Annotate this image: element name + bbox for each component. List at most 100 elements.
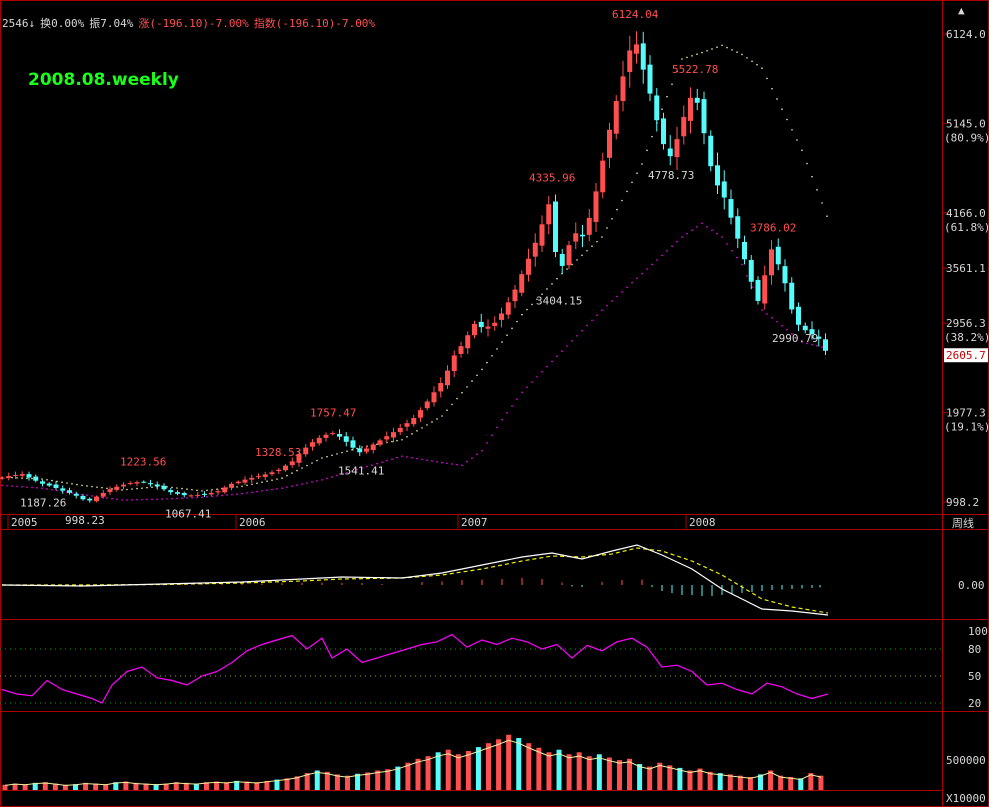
candle-body	[303, 447, 309, 455]
ma-long-dot	[581, 329, 583, 332]
ma-long-dot	[691, 229, 693, 232]
ma-short-dot	[696, 53, 698, 56]
ma-short-dot	[126, 488, 128, 491]
ma-long-dot	[651, 263, 653, 266]
rsi-tick-label: 80	[968, 643, 981, 656]
volume-bar	[506, 734, 512, 790]
candle-body	[458, 346, 464, 354]
candle-body	[640, 43, 646, 70]
ma-long-dot	[126, 499, 128, 501]
ma-short-dot	[101, 486, 103, 489]
ma-short-dot	[411, 433, 413, 435]
ma-short-dot	[146, 486, 148, 489]
candle-body	[67, 490, 72, 493]
ma-long-dot	[671, 245, 673, 247]
candle-body	[593, 191, 599, 222]
ma-long-dot	[781, 324, 783, 327]
ma-long-dot	[801, 341, 803, 343]
volume-bar	[123, 781, 129, 790]
ma-short-dot	[741, 53, 743, 56]
ma-long-dot	[221, 494, 223, 497]
candle-body	[553, 201, 558, 252]
ma-short-dot	[491, 354, 493, 357]
ma-long-dot	[166, 498, 168, 500]
volume-bar	[324, 771, 330, 790]
ma-short-dot	[576, 259, 578, 261]
ma-long-dot	[476, 453, 478, 456]
volume-bar	[224, 782, 230, 790]
volume-bar	[73, 784, 79, 790]
volume-bar	[304, 773, 310, 790]
candle-body	[235, 481, 241, 484]
volume-bar	[143, 783, 149, 790]
ma-short-dot	[706, 49, 708, 52]
price-tick-label: 1977.3	[946, 407, 986, 420]
ma-long-dot	[456, 463, 458, 466]
ma-short-dot	[526, 308, 528, 311]
candle-body	[742, 241, 747, 260]
candle-body	[755, 279, 761, 301]
ma-long-dot	[391, 458, 393, 460]
ma-long-dot	[806, 342, 808, 345]
ma-long-dot	[396, 456, 398, 459]
candle-body	[391, 432, 396, 438]
candle-body	[451, 355, 457, 372]
candle-body	[148, 483, 153, 485]
ma-short-dot	[506, 334, 508, 337]
ma-short-dot	[756, 63, 758, 66]
candle-body	[580, 234, 585, 237]
candle-body	[613, 101, 619, 134]
ma-short-dot	[456, 397, 458, 400]
candle-body	[19, 474, 25, 476]
ma-short-dot	[746, 57, 748, 59]
candle-body	[188, 495, 194, 497]
volume-bar	[687, 770, 693, 790]
volume-bar	[647, 766, 653, 790]
candle-body	[40, 481, 45, 484]
volume-unit-label: X10000	[946, 792, 986, 805]
ma-long-dot	[446, 462, 448, 465]
ma-short-dot	[91, 485, 93, 488]
volume-bar	[62, 784, 68, 790]
ma-short-dot	[321, 457, 323, 459]
ma-long-dot	[546, 365, 548, 368]
volume-panel: 500000 X10000	[2, 734, 986, 805]
ma-long-dot	[131, 498, 133, 501]
ma-short-dot	[296, 469, 298, 472]
candle-body	[256, 476, 261, 478]
candle-body	[337, 434, 342, 437]
candle-body	[242, 479, 248, 483]
ma-short-dot	[786, 118, 788, 121]
ma-long-dot	[171, 497, 173, 500]
ma-short-dot	[626, 190, 628, 193]
ma-long-dot	[686, 232, 688, 235]
ma-short-dot	[551, 283, 553, 285]
ma-long-dot	[721, 236, 723, 238]
ma-short-dot	[186, 488, 188, 490]
period-label[interactable]: 周线	[952, 516, 974, 530]
scroll-up-icon[interactable]: ▲	[958, 4, 965, 17]
ma-long-dot	[101, 496, 103, 499]
ma-long-dot	[136, 498, 138, 501]
ma-long-dot	[51, 488, 53, 491]
annotation-label: 6124.04	[612, 8, 659, 21]
volume-bar	[52, 783, 58, 790]
ma-long-dot	[601, 309, 603, 311]
ma-long-dot	[471, 457, 473, 459]
ma-short-dot	[791, 128, 793, 131]
ma-short-dot	[781, 108, 783, 111]
ma-long-dot	[81, 493, 83, 496]
volume-bar	[727, 774, 733, 790]
ma-long-dot	[56, 489, 58, 492]
ma-long-dot	[501, 418, 503, 421]
candle-body	[208, 492, 214, 495]
ma-short-dot	[586, 249, 588, 252]
volume-bar	[707, 771, 713, 790]
ma-short-dot	[496, 348, 498, 350]
ma-long-dot	[536, 376, 538, 378]
ma-long-dot	[186, 497, 188, 499]
ma-long-dot	[116, 498, 118, 501]
candle-body	[249, 477, 255, 480]
ma-short-dot	[516, 320, 518, 323]
candle-body	[357, 448, 363, 453]
